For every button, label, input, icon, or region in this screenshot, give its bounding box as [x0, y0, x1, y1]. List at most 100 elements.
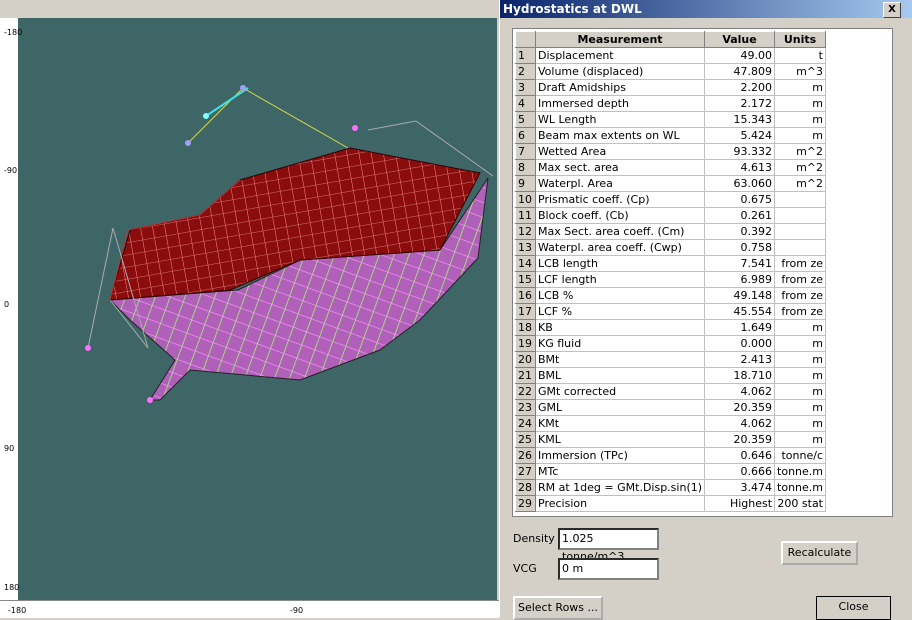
value: 49.00	[704, 47, 776, 64]
column-header: Units	[774, 31, 826, 48]
row-number: 4	[515, 95, 536, 112]
value: 0.646	[704, 447, 776, 464]
units: m	[774, 111, 826, 128]
density-input[interactable]: 1.025 tonne/m^3	[558, 528, 659, 563]
units: m	[774, 335, 826, 352]
table-row: 23 GML 20.359 m	[515, 399, 826, 416]
row-number: 11	[515, 207, 536, 224]
value: 0.392	[704, 223, 776, 240]
recalculate-button[interactable]: Recalculate	[781, 541, 858, 565]
row-number: 17	[515, 303, 536, 320]
row-number: 22	[515, 383, 536, 400]
row-number: 2	[515, 63, 536, 80]
dialog-title: Hydrostatics at DWL	[503, 2, 642, 16]
vcg-input[interactable]: 0 m	[558, 558, 659, 580]
table-row: 21 BML 18.710 m	[515, 367, 826, 384]
value: 3.474	[704, 479, 776, 496]
close-button[interactable]: Close	[816, 596, 891, 620]
table-row: 16 LCB % 49.148 from ze	[515, 287, 826, 304]
title-bar: Hydrostatics at DWL X	[500, 0, 912, 18]
row-number: 14	[515, 255, 536, 272]
units: m	[774, 383, 826, 400]
measurement: BML	[534, 367, 706, 384]
row-number: 23	[515, 399, 536, 416]
units: m^2	[774, 175, 826, 192]
row-number: 6	[515, 127, 536, 144]
measurement: Prismatic coeff. (Cp)	[534, 191, 706, 208]
bottom-ruler	[0, 600, 499, 618]
units: tonne.m	[774, 463, 826, 480]
measurement: LCF %	[534, 303, 706, 320]
measurement: Precision	[534, 495, 706, 512]
units: m	[774, 399, 826, 416]
value: 2.413	[704, 351, 776, 368]
table-row: 25 KML 20.359 m	[515, 431, 826, 448]
units: from ze	[774, 255, 826, 272]
measurement: BMt	[534, 351, 706, 368]
units: m	[774, 95, 826, 112]
units: m^3	[774, 63, 826, 80]
table-row: 26 Immersion (TPc) 0.646 tonne/c	[515, 447, 826, 464]
units: m	[774, 415, 826, 432]
table-row: 4 Immersed depth 2.172 m	[515, 95, 826, 112]
row-number: 27	[515, 463, 536, 480]
units-empty	[774, 239, 826, 256]
measurement: Immersion (TPc)	[534, 447, 706, 464]
row-number: 1	[515, 47, 536, 64]
table-row: 27 MTc 0.666 tonne.m	[515, 463, 826, 480]
table-row: 13 Waterpl. area coeff. (Cwp) 0.758	[515, 239, 826, 256]
row-number: 3	[515, 79, 536, 96]
measurement: KMt	[534, 415, 706, 432]
units: m	[774, 127, 826, 144]
measurement: Beam max extents on WL	[534, 127, 706, 144]
table-row: 10 Prismatic coeff. (Cp) 0.675	[515, 191, 826, 208]
value: 15.343	[704, 111, 776, 128]
select-rows-button[interactable]: Select Rows ...	[513, 596, 603, 620]
table-row: 18 KB 1.649 m	[515, 319, 826, 336]
value: 1.649	[704, 319, 776, 336]
units: t	[774, 47, 826, 64]
row-number: 24	[515, 415, 536, 432]
units: tonne.m	[774, 479, 826, 496]
close-x-button[interactable]: X	[883, 2, 901, 18]
units: from ze	[774, 287, 826, 304]
left-ruler-label: 0	[4, 300, 10, 309]
row-number: 21	[515, 367, 536, 384]
value: 20.359	[704, 431, 776, 448]
table-row: 5 WL Length 15.343 m	[515, 111, 826, 128]
table-row: 2 Volume (displaced) 47.809 m^3	[515, 63, 826, 80]
column-header: Measurement	[534, 31, 706, 48]
value: 0.758	[704, 239, 776, 256]
units: m	[774, 367, 826, 384]
bottom-ruler-label: -180	[8, 606, 27, 615]
table-row: 9 Waterpl. Area 63.060 m^2	[515, 175, 826, 192]
bottom-ruler-label: -90	[290, 606, 304, 615]
units-empty	[774, 191, 826, 208]
left-ruler-label: -180	[4, 28, 23, 37]
measurement: Volume (displaced)	[534, 63, 706, 80]
measurement: Displacement	[534, 47, 706, 64]
measurement: GML	[534, 399, 706, 416]
value: 0.666	[704, 463, 776, 480]
table-row: 11 Block coeff. (Cb) 0.261	[515, 207, 826, 224]
column-header: Value	[704, 31, 776, 48]
measurement: Block coeff. (Cb)	[534, 207, 706, 224]
value: 49.148	[704, 287, 776, 304]
units: m	[774, 79, 826, 96]
table-row: 7 Wetted Area 93.332 m^2	[515, 143, 826, 160]
units: 200 stat	[774, 495, 826, 512]
measurement: Max Sect. area coeff. (Cm)	[534, 223, 706, 240]
left-ruler-label: -90	[4, 166, 18, 175]
row-number: 18	[515, 319, 536, 336]
units: m^2	[774, 159, 826, 176]
row-number: 13	[515, 239, 536, 256]
3d-view	[18, 18, 497, 600]
table-row: 17 LCF % 45.554 from ze	[515, 303, 826, 320]
value: 6.989	[704, 271, 776, 288]
table-row: 8 Max sect. area 4.613 m^2	[515, 159, 826, 176]
left-ruler	[0, 18, 19, 600]
table-row: 1 Displacement 49.00 t	[515, 47, 826, 64]
table-box: Measurement Value Units 1 Displacement 49.00 t…	[512, 28, 893, 517]
measurement: MTc	[534, 463, 706, 480]
row-number: 19	[515, 335, 536, 352]
